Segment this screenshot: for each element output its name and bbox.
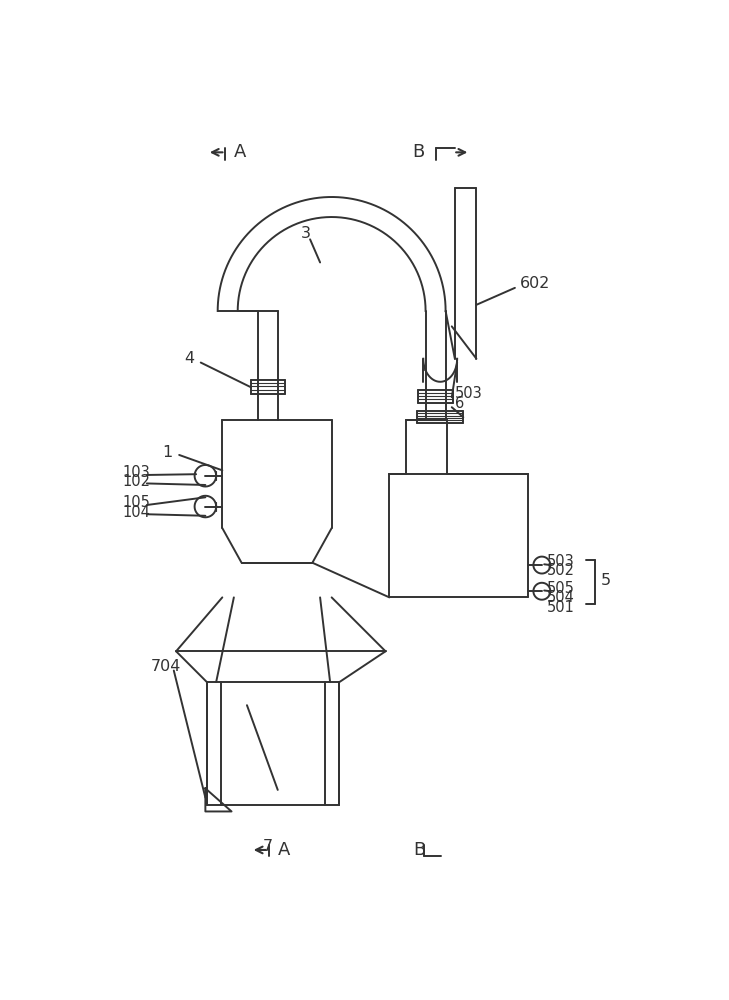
Text: 504: 504	[547, 590, 575, 605]
Text: 103: 103	[122, 465, 150, 480]
Text: 6: 6	[455, 396, 464, 411]
Text: 5: 5	[601, 573, 612, 588]
Text: 505: 505	[547, 581, 575, 596]
Text: 602: 602	[521, 276, 550, 291]
Text: 102: 102	[122, 474, 150, 489]
Text: 104: 104	[122, 505, 150, 520]
Text: 1: 1	[163, 445, 173, 460]
Text: 7: 7	[262, 839, 273, 854]
Text: 503: 503	[547, 554, 575, 569]
Text: 503: 503	[455, 386, 483, 401]
Text: 4: 4	[184, 351, 194, 366]
Text: 502: 502	[547, 563, 575, 578]
Text: B: B	[413, 841, 426, 859]
Text: 501: 501	[547, 600, 575, 615]
Text: A: A	[278, 841, 290, 859]
Text: B: B	[412, 143, 424, 161]
Text: 105: 105	[122, 495, 150, 510]
Text: A: A	[234, 143, 246, 161]
Text: 704: 704	[151, 659, 181, 674]
Text: 3: 3	[301, 226, 311, 241]
